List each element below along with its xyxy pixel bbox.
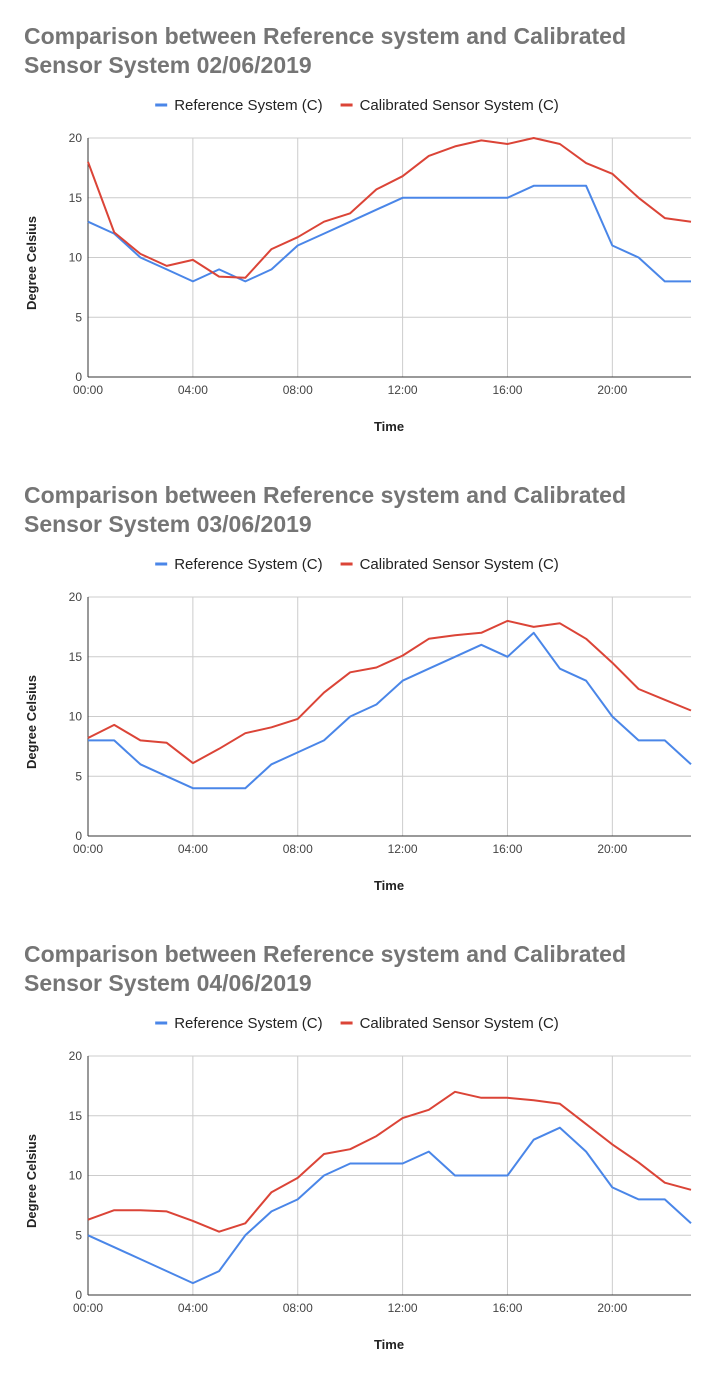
series-line-calibrated [87,619,692,765]
legend: Reference System (C) Calibrated Sensor Sy… [155,556,559,573]
y-axis-label: Degree Celsius [24,1134,39,1228]
x-tick-label: 04:00 [178,842,208,856]
y-tick-label: 10 [69,710,83,724]
y-tick-label: 0 [75,370,82,384]
x-tick-label: 00:00 [73,383,103,397]
y-axis-label: Degree Celsius [24,216,39,310]
x-axis-label: Time [374,1337,404,1352]
legend: Reference System (C) Calibrated Sensor Sy… [155,1015,559,1032]
chart-svg: 0 5 10 15 20 00:00 04:00 08:00 12:00 16:00 20:00 Ti… [24,556,692,893]
x-tick-label: 00:00 [73,1301,103,1315]
chart-title: Comparison between Reference system and … [24,482,627,537]
x-tick-label: 20:00 [597,842,627,856]
y-tick-label: 20 [69,1049,83,1063]
y-tick-label: 20 [69,590,83,604]
x-tick-label: 12:00 [388,1301,418,1315]
legend-label: Reference System (C) [174,556,322,573]
x-tick-label: 08:00 [283,842,313,856]
x-tick-label: 16:00 [492,842,522,856]
y-tick-label: 5 [75,1228,82,1242]
chart-svg: 0 5 10 15 20 00:00 04:00 08:00 12:00 16:00 20:00 Ti… [24,1015,692,1352]
x-tick-label: 04:00 [178,383,208,397]
chart-title: Comparison between Reference system and … [24,941,627,996]
legend: Reference System (C) Calibrated Sensor Sy… [155,97,559,114]
y-tick-label: 10 [69,1169,83,1183]
y-tick-label: 15 [69,1109,83,1123]
chart-02-06-2019: Comparison between Reference system and … [0,0,714,459]
chart-title: Comparison between Reference system and … [24,23,627,78]
legend-label: Calibrated Sensor System (C) [360,556,559,573]
legend-label: Calibrated Sensor System (C) [360,1015,559,1032]
y-tick-label: 0 [75,829,82,843]
x-tick-label: 08:00 [283,383,313,397]
legend-label: Reference System (C) [174,97,322,114]
x-tick-label: 16:00 [492,1301,522,1315]
series-line-reference [87,184,691,283]
y-tick-label: 0 [75,1288,82,1302]
x-axis-label: Time [374,419,404,434]
y-tick-label: 15 [69,191,83,205]
x-tick-label: 20:00 [597,383,627,397]
y-tick-label: 5 [75,769,82,783]
x-tick-label: 20:00 [597,1301,627,1315]
x-tick-label: 08:00 [283,1301,313,1315]
chart-03-06-2019: Comparison between Reference system and … [0,459,714,918]
y-tick-label: 20 [69,131,83,145]
x-tick-label: 12:00 [388,383,418,397]
series-line-calibrated [87,137,692,279]
legend-label: Reference System (C) [174,1015,322,1032]
series-line-reference [87,1126,692,1285]
legend-label: Calibrated Sensor System (C) [360,97,559,114]
x-tick-label: 00:00 [73,842,103,856]
y-axis-label: Degree Celsius [24,675,39,769]
y-tick-label: 15 [69,650,83,664]
chart-svg: 0 5 10 15 20 00:00 04:00 08:00 12:00 16:00 20:00 Ti… [24,97,692,434]
x-tick-label: 04:00 [178,1301,208,1315]
x-tick-label: 16:00 [492,383,522,397]
x-tick-label: 12:00 [388,842,418,856]
chart-04-06-2019: Comparison between Reference system and … [0,918,714,1377]
series-line-calibrated [87,1090,692,1233]
series-line-reference [88,631,692,790]
y-tick-label: 5 [75,310,82,324]
y-tick-label: 10 [69,251,83,265]
x-axis-label: Time [374,878,404,893]
